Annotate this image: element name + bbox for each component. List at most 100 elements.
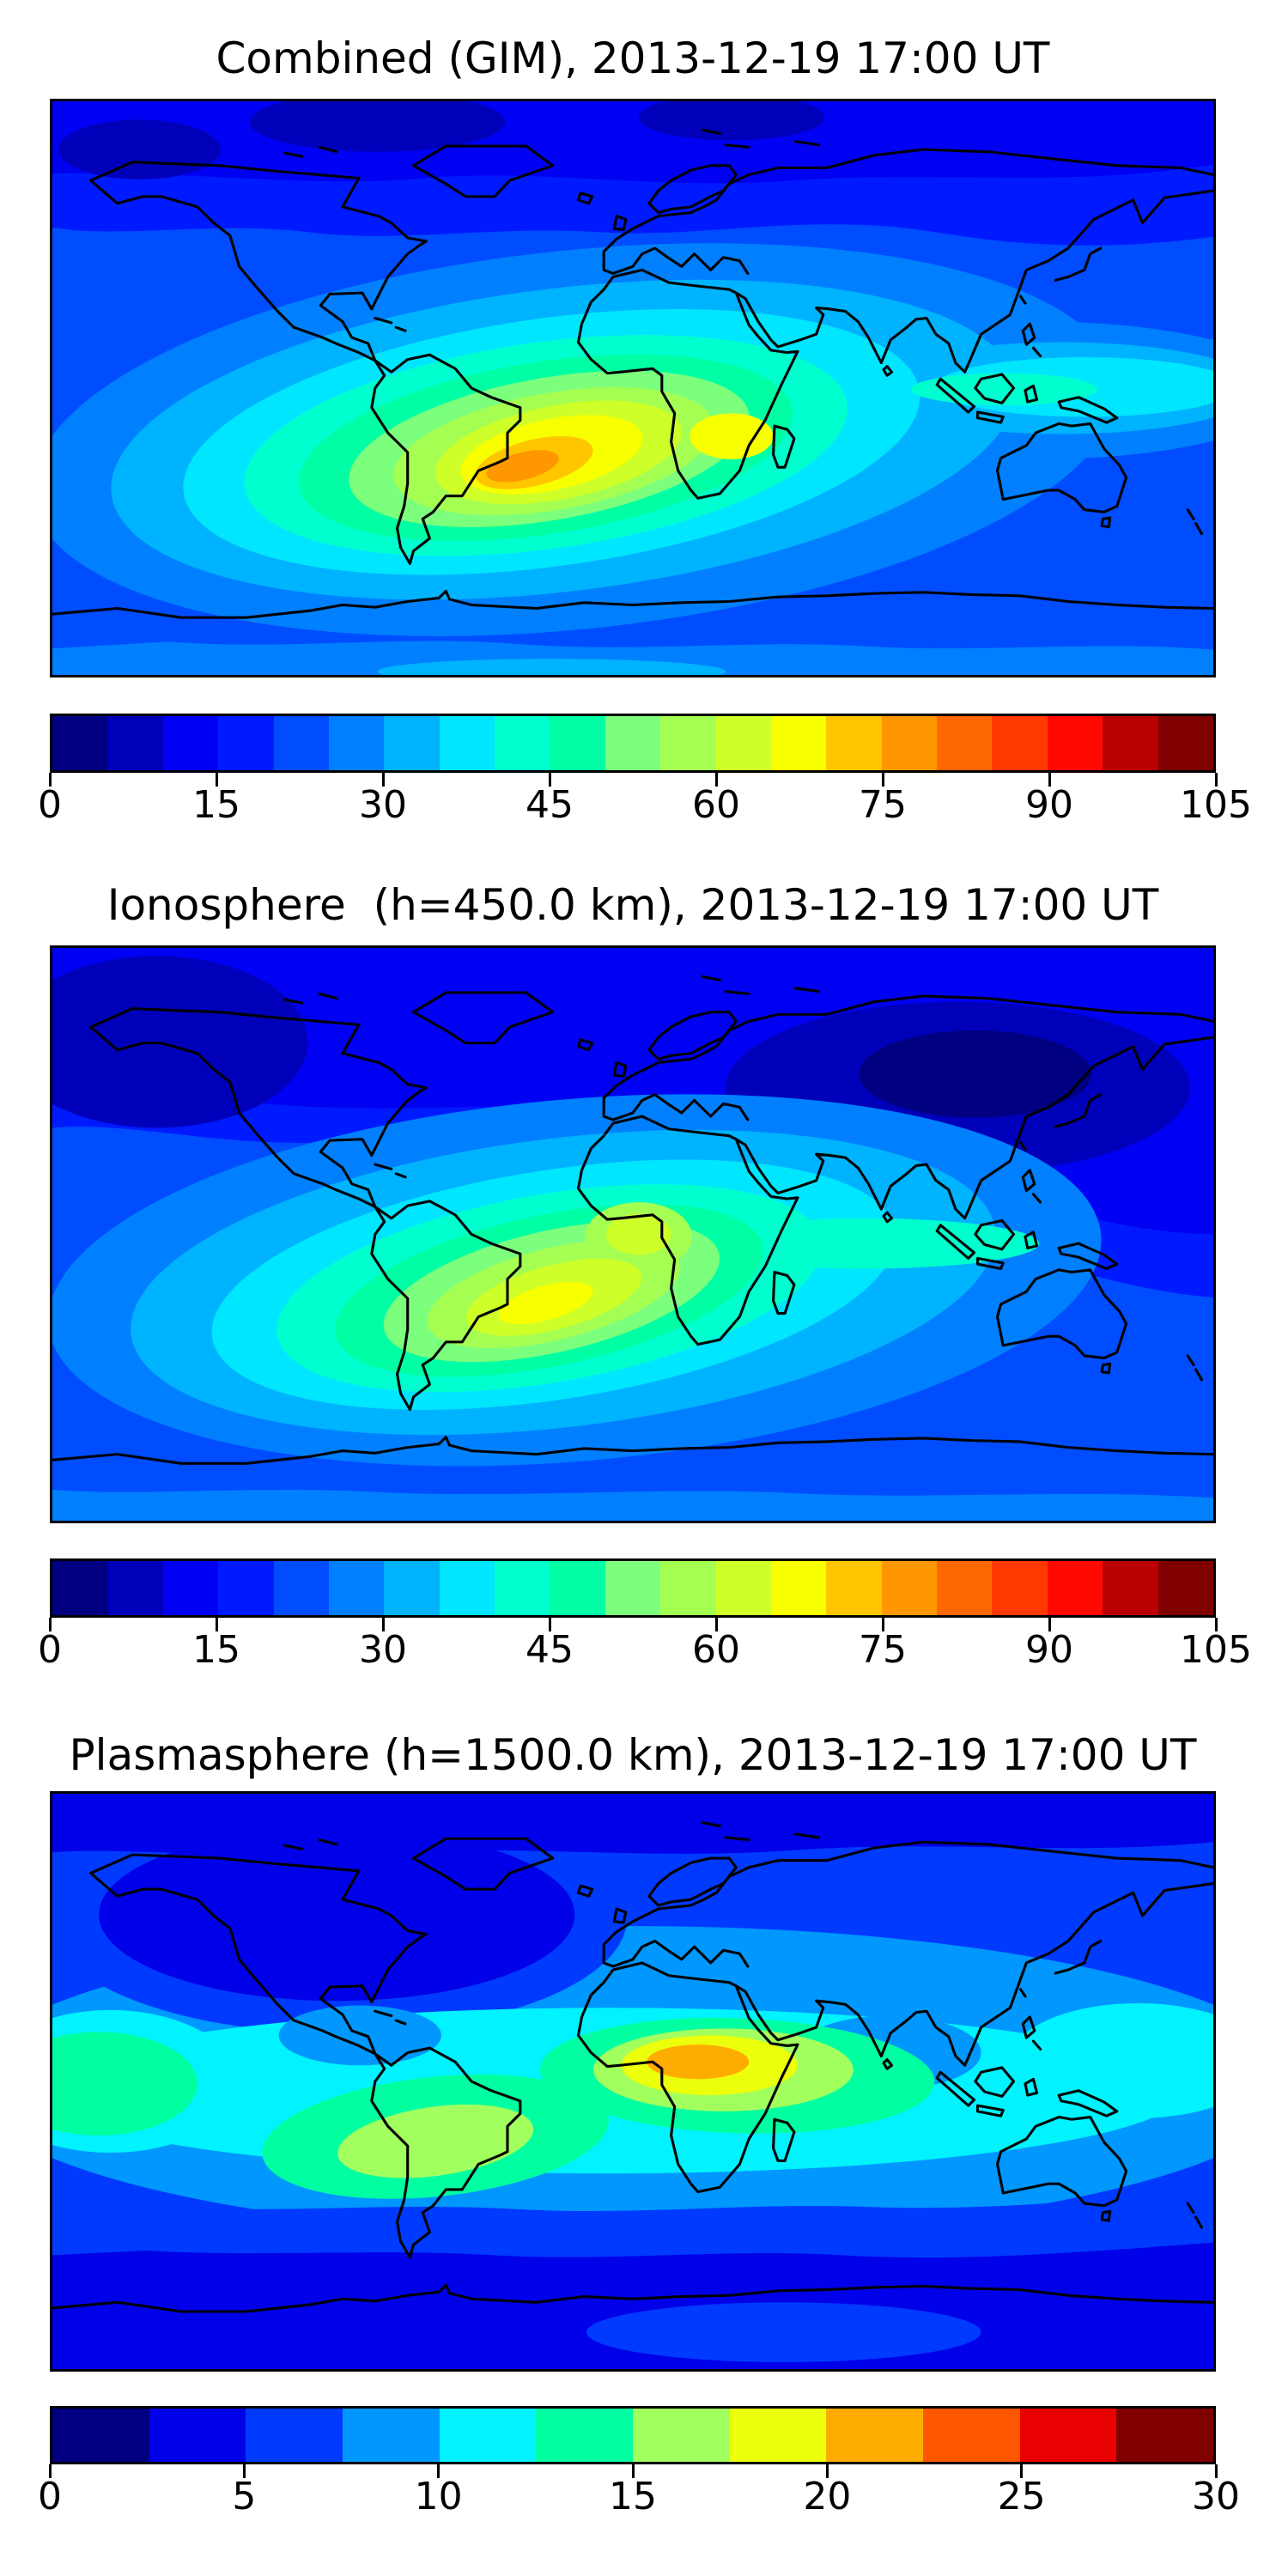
colorbar-segment [826,716,882,770]
colorbar-tick-label: 105 [1180,783,1252,827]
colorbar-tick [48,2464,52,2478]
colorbar-tick-label: 75 [859,783,907,827]
colorbar-tick-label: 45 [526,783,574,827]
colorbar-tick [215,1618,218,1631]
colorbar-tick [381,1618,385,1631]
colorbar-segment [826,2409,924,2462]
colorbar-segment [52,1561,108,1615]
map-ionosphere [50,945,1216,1523]
panel-title-combined: Combined (GIM), 2013-12-19 17:00 UT [216,33,1050,83]
colorbar-segment [107,1561,163,1615]
contour-fills [52,948,1213,1521]
colorbar-segment [495,1561,550,1615]
colorbar-tick-label: 15 [192,783,240,827]
colorbar-segment [149,2409,246,2462]
colorbar-combined [50,714,1216,773]
colorbar-segment [1157,1561,1213,1615]
contour-fills [52,101,1213,675]
colorbar-tick-label: 25 [997,2475,1046,2518]
colorbar-tick-label: 90 [1025,783,1073,827]
colorbar-tick [48,773,52,787]
colorbar-ionosphere [50,1558,1216,1618]
colorbar-tick-label: 20 [803,2475,852,2518]
colorbar-tick-label: 30 [359,1628,407,1672]
colorbar-segment [550,716,605,770]
colorbar-segment [52,2409,149,2462]
colorbar-tick-label: 60 [692,783,740,827]
colorbar-tick [825,2464,829,2478]
panel-title-plasmasphere: Plasmasphere (h=1500.0 km), 2013-12-19 1… [69,1730,1197,1780]
colorbar-segment [937,1561,993,1615]
colorbar-segment [715,716,771,770]
colorbar-segment [328,716,385,770]
colorbar-tick-label: 0 [38,1628,62,1672]
colorbar-segment [1157,716,1213,770]
colorbar-tick [1214,773,1218,787]
colorbar-segment [881,1561,937,1615]
colorbar-tick-label: 90 [1025,1628,1073,1672]
colorbar-segment [536,2409,634,2462]
colorbar-segment [992,716,1048,770]
colorbar-segment [328,1561,385,1615]
colorbar-tick [437,2464,440,2478]
colorbar-tick [48,1618,52,1631]
map-plasmasphere [50,1791,1216,2372]
colorbar-segment [937,716,993,770]
colorbar-tick [1214,2464,1218,2478]
colorbar-segment [660,1561,716,1615]
map-plasmasphere-svg [52,1794,1213,2369]
colorbar-segment [495,716,550,770]
colorbar-tick-label: 30 [359,783,407,827]
colorbar-tick [881,773,884,787]
colorbar-tick [548,773,551,787]
colorbar-tick [1020,2464,1024,2478]
colorbar-tick [714,1618,718,1631]
colorbar-segment [605,716,661,770]
colorbar-tick-label: 105 [1180,1628,1252,1672]
colorbar-segment [273,1561,329,1615]
contour-fills [52,1794,1213,2369]
colorbar-tick [215,773,218,787]
colorbar-segment [550,1561,605,1615]
colorbar-segment [162,716,219,770]
colorbar-tick [714,773,718,787]
colorbar-segment [881,716,937,770]
colorbar-tick [1048,1618,1051,1631]
colorbar-segment [770,716,827,770]
colorbar-tick [1048,773,1051,787]
colorbar-segment [770,1561,827,1615]
colorbar-segment [660,716,716,770]
colorbar-segment [605,1561,661,1615]
colorbar-segment [246,2409,343,2462]
colorbar-tick [631,2464,635,2478]
colorbar-segment [439,1561,495,1615]
colorbar-tick-label: 0 [38,783,62,827]
colorbar-tick-label: 45 [526,1628,574,1672]
colorbar-tick-label: 15 [192,1628,240,1672]
colorbar-tick [381,773,385,787]
colorbar-segment [729,2409,827,2462]
colorbar-tick-label: 60 [692,1628,740,1672]
colorbar-tick [881,1618,884,1631]
colorbar-tick-label: 15 [609,2475,657,2518]
colorbar-tick-label: 75 [859,1628,907,1672]
colorbar-tick-label: 10 [414,2475,463,2518]
colorbar-segment [218,1561,274,1615]
colorbar-segment [162,1561,219,1615]
colorbar-segment [633,2409,730,2462]
colorbar-segment [384,1561,440,1615]
colorbar-segment [384,716,440,770]
colorbar-segment [715,1561,771,1615]
map-combined [50,99,1216,677]
colorbar-segment [1116,2409,1213,2462]
colorbar-segment [343,2409,440,2462]
colorbar-tick-label: 0 [38,2475,62,2518]
colorbar-segment [439,2409,537,2462]
colorbar-plasmasphere [50,2406,1216,2464]
colorbar-segment [52,716,108,770]
colorbar-tick [1214,1618,1218,1631]
colorbar-tick [242,2464,246,2478]
colorbar-tick [548,1618,551,1631]
map-ionosphere-svg [52,948,1213,1521]
colorbar-segment [1047,716,1103,770]
